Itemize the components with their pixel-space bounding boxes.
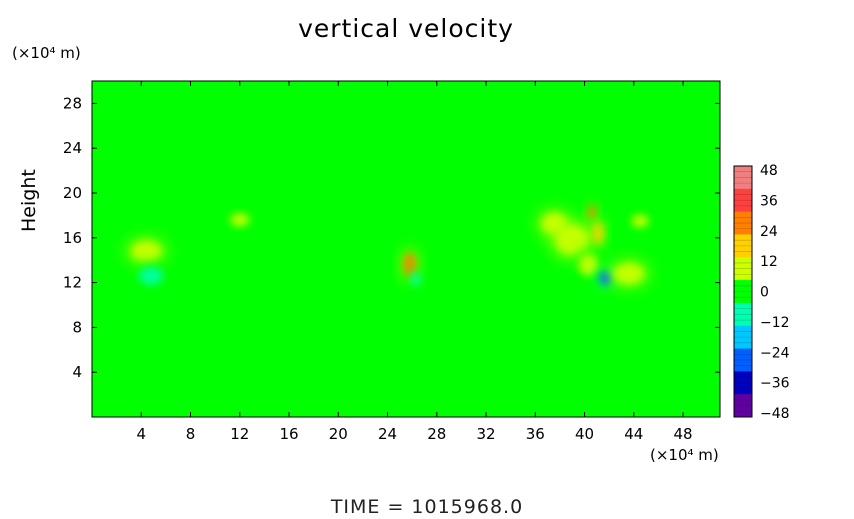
- colorbar-label: 0: [760, 285, 769, 301]
- x-tick-label: 16: [279, 425, 298, 443]
- y-tick-label: 4: [72, 363, 82, 381]
- heatmap-background: [92, 81, 720, 417]
- time-footer: TIME = 1015968.0: [330, 496, 524, 518]
- heatmap-cell: [229, 213, 250, 227]
- colorbar-label: 24: [760, 224, 778, 240]
- heatmap-cell: [338, 240, 363, 254]
- x-tick-label: 32: [476, 425, 495, 443]
- x-tick-label: 44: [624, 425, 643, 443]
- colorbar-swatch: [734, 234, 752, 258]
- y-tick-label: 8: [72, 318, 82, 336]
- x-tick-label: 4: [136, 425, 146, 443]
- colorbar-swatch: [734, 166, 752, 190]
- plot-frame: [91, 80, 721, 418]
- x-tick-label: 24: [378, 425, 397, 443]
- heatmap-cell: [138, 266, 164, 285]
- colorbar-swatch: [734, 371, 752, 395]
- y-tick-label: 24: [63, 139, 82, 157]
- colorbar-swatch: [734, 394, 752, 418]
- heatmap-cell: [486, 241, 511, 257]
- colorbar-label: −12: [760, 315, 790, 331]
- x-tick-label: 40: [575, 425, 594, 443]
- heatmap-features: [125, 204, 653, 289]
- heatmap-cell: [131, 241, 161, 262]
- colorbar-swatch: [734, 280, 752, 304]
- y-axis-unit: (×10⁴ m): [12, 44, 81, 62]
- x-tick-label: 36: [526, 425, 545, 443]
- heatmap-cell: [631, 214, 649, 228]
- x-tick-label: 28: [427, 425, 446, 443]
- colorbar-label: 12: [760, 254, 778, 270]
- heatmap-cell: [593, 222, 604, 245]
- colorbar-label: 48: [760, 163, 778, 179]
- x-tick-label: 12: [230, 425, 249, 443]
- colorbar-swatch: [734, 348, 752, 372]
- x-axis-unit: (×10⁴ m): [650, 446, 719, 464]
- colorbar-label: −36: [760, 376, 790, 392]
- y-tick-label: 16: [63, 229, 82, 247]
- colorbar-swatch: [734, 188, 752, 213]
- heatmap-cell: [614, 263, 644, 284]
- y-tick-label: 28: [63, 94, 82, 112]
- heatmap-cell: [410, 272, 421, 286]
- y-tick-label: 12: [63, 274, 82, 292]
- colorbar-label: 36: [760, 193, 778, 209]
- x-tick-label: 20: [329, 425, 348, 443]
- x-tick-label: 48: [674, 425, 693, 443]
- heatmap-cell: [293, 207, 309, 219]
- heatmap-cell: [578, 253, 599, 276]
- chart-title: vertical velocity: [298, 14, 514, 43]
- colorbar-swatch: [734, 325, 752, 350]
- heatmap-cell: [227, 252, 253, 269]
- colorbar-label: −48: [760, 406, 790, 422]
- colorbar-swatch: [734, 257, 752, 281]
- colorbar-swatch: [734, 302, 752, 327]
- heatmap-cell: [556, 225, 589, 255]
- colorbar-frame: [733, 165, 753, 418]
- colorbar-label: −24: [760, 345, 790, 361]
- heatmap-cell: [588, 206, 596, 218]
- colorbar-swatch: [734, 211, 752, 235]
- x-tick-label: 8: [186, 425, 196, 443]
- y-tick-label: 20: [63, 184, 82, 202]
